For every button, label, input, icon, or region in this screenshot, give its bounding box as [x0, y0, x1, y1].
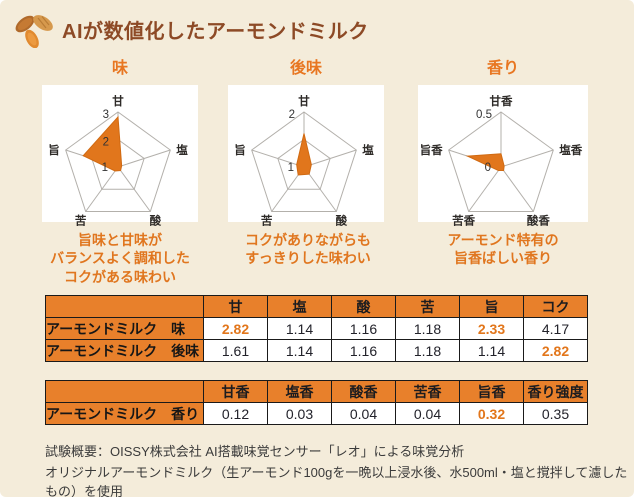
- svg-text:旨: 旨: [234, 143, 246, 157]
- svg-text:苦: 苦: [261, 213, 273, 227]
- value-cell: 0.04: [331, 402, 396, 425]
- svg-text:0.5: 0.5: [476, 109, 492, 121]
- radar-chart-taste: 3 2 1 甘塩酸 苦 旨: [42, 85, 198, 227]
- taste-table: 甘塩酸苦旨コク アーモンドミルク 味 2.82 1.14 1.16 1.18 2.33 4.1…: [45, 295, 588, 362]
- chart-title-aroma: 香り: [486, 60, 519, 77]
- table-row: アーモンドミルク 後味 1.61 1.14 1.16 1.18 1.14 2.82: [45, 339, 588, 362]
- svg-text:塩: 塩: [362, 143, 374, 157]
- caption-taste: 旨味と甘味が バランスよく調和した コクがある味わい: [50, 232, 190, 285]
- chart-title-taste: 味: [111, 60, 128, 77]
- aroma-table-grid: 甘香 塩香 酸香 苦香 旨香 香り強度 アーモンドミルク 香り 0.12 0.03 0.04 0.0…: [45, 380, 588, 425]
- svg-text:1: 1: [102, 162, 108, 174]
- table-header-row: 甘香 塩香 酸香 苦香 旨香 香り強度: [45, 380, 588, 403]
- value-cell: 1.14: [267, 317, 332, 340]
- svg-text:2: 2: [289, 109, 295, 121]
- value-cell: 0.03: [267, 402, 332, 425]
- column-header: 酸香: [331, 380, 396, 403]
- svg-text:酸: 酸: [336, 213, 348, 227]
- row-label: アーモンドミルク 味: [45, 317, 204, 340]
- column-header: 甘香: [203, 380, 268, 403]
- svg-text:3: 3: [103, 109, 109, 121]
- blank-header-cell: [45, 295, 204, 318]
- value-cell: 1.16: [331, 339, 396, 362]
- column-header: コク: [523, 295, 588, 318]
- svg-text:2: 2: [103, 137, 109, 149]
- header: AIが数値化したアーモンドミルク: [13, 11, 369, 48]
- radar-chart-aftertaste: 2 1 甘塩酸 苦 旨: [228, 85, 384, 227]
- radar-svg-aftertaste: 2 1 甘塩酸 苦 旨: [234, 94, 374, 227]
- value-cell: 1.18: [395, 317, 460, 340]
- caption-aftertaste: コクがありながらも すっきりした味わい: [245, 232, 371, 267]
- table-header-row: 甘塩酸苦旨コク: [45, 295, 588, 318]
- value-cell: 1.14: [459, 339, 524, 362]
- column-header: 塩香: [267, 380, 332, 403]
- radar-svg-taste: 3 2 1 甘塩酸 苦 旨: [48, 94, 188, 227]
- page-title: AIが数値化したアーモンドミルク: [62, 21, 369, 43]
- footer-line-2: オリジナルアーモンドミルク（生アーモンド100gを一晩以上浸水後、水500ml・…: [45, 465, 628, 497]
- value-cell: 0.04: [395, 402, 460, 425]
- column-header: 香り強度: [523, 380, 588, 403]
- almond-icon: [15, 15, 53, 48]
- column-header: 旨香: [459, 380, 524, 403]
- row-label: アーモンドミルク 後味: [45, 339, 204, 362]
- svg-text:酸: 酸: [150, 213, 162, 227]
- chart-title-aftertaste: 後味: [289, 60, 322, 77]
- column-header: 酸: [331, 295, 396, 318]
- column-header: 塩: [267, 295, 332, 318]
- radar-chart-aroma: 0.5 0 甘香塩香酸香 苦香 旨香: [418, 85, 588, 227]
- value-cell: 0.35: [523, 402, 588, 425]
- svg-text:塩: 塩: [176, 143, 188, 157]
- value-cell: 2.82: [203, 317, 268, 340]
- taste-table-grid: 甘塩酸苦旨コク アーモンドミルク 味 2.82 1.14 1.16 1.18 2.33 4.1…: [45, 295, 588, 362]
- value-cell: 2.82: [523, 339, 588, 362]
- table-row: アーモンドミルク 香り 0.12 0.03 0.04 0.04 0.32 0.35: [45, 402, 588, 425]
- blank-header-cell: [45, 380, 204, 403]
- value-cell: 0.32: [459, 402, 524, 425]
- column-header: 苦: [395, 295, 460, 318]
- svg-text:1: 1: [288, 162, 294, 174]
- table-row: アーモンドミルク 味 2.82 1.14 1.16 1.18 2.33 4.17: [45, 317, 588, 340]
- value-cell: 1.14: [267, 339, 332, 362]
- svg-text:苦: 苦: [75, 213, 87, 227]
- value-cell: 0.12: [203, 402, 268, 425]
- row-label: アーモンドミルク 香り: [45, 402, 204, 425]
- aroma-table: 甘香 塩香 酸香 苦香 旨香 香り強度 アーモンドミルク 香り 0.12 0.03 0.04 0.0…: [45, 380, 588, 425]
- column-header: 旨: [459, 295, 524, 318]
- value-cell: 1.61: [203, 339, 268, 362]
- svg-text:甘: 甘: [298, 94, 310, 108]
- svg-text:旨: 旨: [48, 143, 60, 157]
- svg-text:0: 0: [485, 162, 491, 174]
- svg-text:酸香: 酸香: [527, 213, 550, 227]
- value-cell: 4.17: [523, 317, 588, 340]
- svg-text:塩香: 塩香: [559, 143, 582, 157]
- value-cell: 1.16: [331, 317, 396, 340]
- svg-text:甘: 甘: [112, 94, 124, 108]
- svg-text:苦香: 苦香: [452, 213, 475, 227]
- value-cell: 1.18: [395, 339, 460, 362]
- caption-aroma: アーモンド特有の 旨香ばしい香り: [447, 232, 559, 267]
- column-header: 甘: [203, 295, 268, 318]
- value-cell: 2.33: [459, 317, 524, 340]
- svg-text:甘香: 甘香: [490, 94, 513, 108]
- column-header: 苦香: [395, 380, 460, 403]
- svg-text:旨香: 旨香: [420, 143, 443, 157]
- footer-line-1: 試験概要：OISSY株式会社 AI搭載味覚センサー「レオ」による味覚分析: [45, 444, 465, 459]
